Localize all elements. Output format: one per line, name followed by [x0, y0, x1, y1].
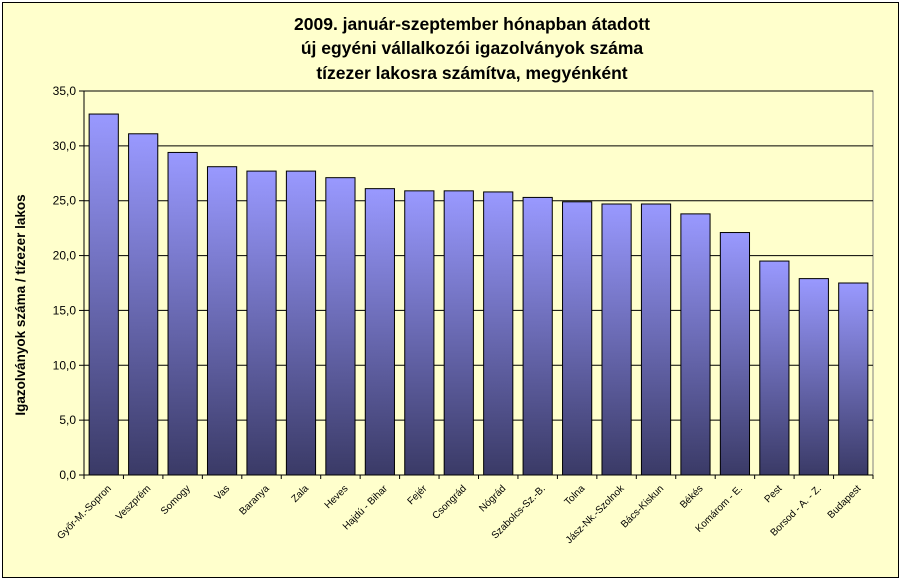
- bar: [443, 190, 474, 476]
- bar: [246, 170, 277, 476]
- x-tick-label: Somogy: [159, 483, 193, 517]
- bar: [522, 196, 553, 476]
- x-tick-label: Budapest: [826, 483, 864, 521]
- bar: [601, 203, 632, 476]
- y-tick-label: 35,0: [53, 84, 77, 98]
- x-tick-label: Vas: [213, 483, 232, 502]
- plot-background: [83, 90, 874, 476]
- y-tick-label: 15,0: [53, 303, 77, 317]
- bar: [838, 282, 869, 476]
- chart-title-line-1: 2009. január-szeptember hónapban átadott: [294, 14, 650, 34]
- x-tick-label: Zala: [290, 483, 312, 505]
- x-tick-label: Tolna: [563, 483, 588, 508]
- bar: [562, 201, 593, 476]
- bar: [483, 191, 514, 476]
- bar-chart: 2009. január-szeptember hónapban átadott…: [13, 14, 874, 546]
- bar: [640, 203, 672, 476]
- y-tick-label: 0,0: [59, 468, 76, 482]
- x-tick-label: Pest: [763, 483, 785, 505]
- bar: [680, 213, 711, 476]
- chart-title-line-2: új egyéni vállalkozói igazolványok száma: [301, 38, 644, 58]
- y-tick-label: 25,0: [53, 194, 77, 208]
- bar: [759, 260, 790, 476]
- x-tick-label: Fejér: [406, 483, 430, 507]
- bar: [128, 133, 159, 476]
- x-tick-label: Nógrád: [477, 483, 508, 514]
- bar: [285, 170, 317, 476]
- plot-area: 0,0 5,0 10,0 15,0 20,0 25,0 30,0 35,0 Győr-M.-So…: [53, 84, 874, 546]
- x-tick-label: Baranya: [238, 483, 272, 517]
- x-tick-label: Heves: [323, 483, 351, 511]
- bar: [719, 232, 751, 476]
- bar: [167, 151, 198, 476]
- chart-title-line-3: tízezer lakosra számítva, megyénként: [316, 63, 627, 83]
- bar: [88, 113, 119, 476]
- bar: [364, 188, 395, 476]
- bar: [206, 166, 238, 476]
- y-tick-label: 30,0: [53, 139, 77, 153]
- bar: [798, 278, 829, 476]
- y-axis-title: Igazolványok száma / tízezer lakos: [13, 194, 28, 415]
- y-tick-label: 20,0: [53, 249, 77, 263]
- bar: [325, 177, 356, 476]
- x-tick-label: Csongrád: [430, 483, 468, 521]
- x-tick-label: Győr-M.-Sopron: [55, 483, 113, 541]
- x-tick-label: Veszprém: [114, 483, 153, 522]
- y-tick-label: 10,0: [53, 358, 77, 372]
- bar: [404, 190, 435, 476]
- x-tick-label: Bács-Kiskun: [619, 483, 666, 530]
- x-tick-label: Békés: [678, 483, 705, 510]
- y-tick-label: 5,0: [59, 413, 76, 427]
